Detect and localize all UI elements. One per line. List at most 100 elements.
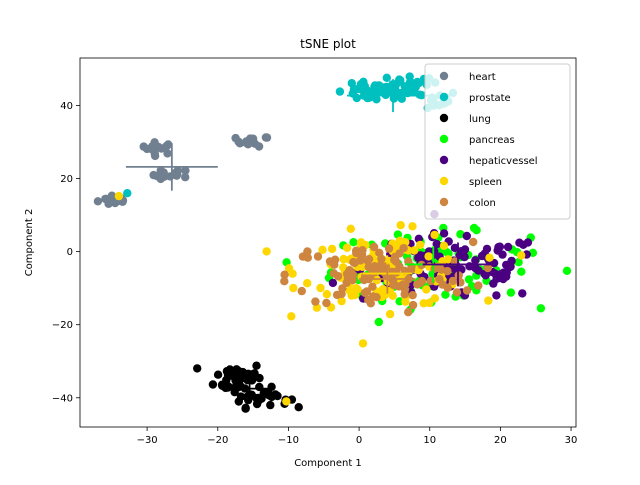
point-heart [93, 197, 103, 206]
point-colon [384, 244, 394, 253]
point-colon [332, 290, 342, 300]
point-hepaticvessel [432, 239, 441, 249]
point-hepaticvessel [471, 256, 480, 265]
point-spleen [339, 263, 348, 272]
y-tick-label: 20 [60, 174, 73, 185]
point-colon [330, 260, 339, 269]
point-lung [257, 394, 266, 403]
legend-marker-pancreas [439, 134, 449, 144]
legend-marker-heart [439, 71, 449, 81]
point-spleen [443, 255, 453, 264]
point-colon [413, 280, 422, 289]
x-tick-label: 0 [356, 435, 362, 446]
x-tick-label: 10 [423, 435, 436, 446]
point-pancreas [349, 238, 358, 247]
point-hepaticvessel [477, 251, 487, 261]
point-spleen [419, 299, 428, 308]
point-spleen [517, 251, 526, 260]
legend-label-heart: heart [469, 72, 496, 83]
point-spleen [316, 283, 325, 293]
point-heart [156, 166, 165, 175]
point-colon [443, 283, 452, 292]
point-lung [193, 364, 202, 373]
point-colon [303, 253, 312, 262]
y-tick-label: −40 [52, 393, 73, 404]
point-spleen [303, 279, 312, 288]
point-colon [338, 284, 347, 293]
point-spleen [484, 296, 493, 305]
point-spleen [284, 264, 294, 273]
point-colon [404, 308, 413, 317]
plot-frame [79, 57, 577, 428]
point-lung [234, 397, 243, 406]
point-heart [242, 137, 251, 146]
point-spleen [416, 240, 425, 250]
point-pancreas [464, 275, 474, 284]
point-spleen [262, 247, 271, 256]
legend: heart prostate lung pancreas hepaticvessel sp… [424, 63, 571, 220]
point-colon [377, 254, 386, 264]
point-lung [255, 373, 264, 383]
point-pancreas [506, 288, 516, 297]
errorbar-prostate [347, 79, 439, 113]
point-prostate [405, 78, 415, 87]
legend-marker-hepaticvessel [439, 155, 449, 165]
point-colon [391, 257, 401, 266]
point-heart [147, 144, 156, 154]
point-prostate [347, 79, 356, 88]
x-tick-label: 20 [494, 435, 507, 446]
point-pancreas [536, 304, 546, 313]
x-axis-label: Component 1 [294, 458, 362, 469]
point-hepaticvessel [430, 247, 439, 256]
legend-marker-colon [439, 197, 449, 207]
point-pancreas [442, 248, 452, 257]
point-pancreas [441, 290, 450, 299]
point-hepaticvessel [492, 291, 501, 300]
point-colon [368, 282, 377, 291]
point-spleen [356, 238, 366, 247]
point-lung [271, 390, 280, 399]
point-lung [294, 403, 303, 412]
errorbar-colon [359, 264, 416, 294]
point-spleen [408, 222, 417, 231]
point-spleen [327, 244, 337, 254]
point-colon [369, 242, 379, 252]
point-hepaticvessel [460, 252, 469, 262]
point-colon [348, 275, 357, 285]
point-lung [230, 388, 239, 397]
point-heart [139, 142, 148, 151]
point-pancreas [472, 226, 481, 235]
errorbar-lung [228, 377, 271, 400]
point-prostate [415, 90, 424, 99]
x-tick-label: −10 [278, 435, 299, 446]
errorbar-heart [125, 143, 218, 191]
point-colon [313, 252, 323, 261]
point-colon [345, 266, 354, 275]
x-tick-label: −20 [207, 435, 228, 446]
point-spleen [322, 290, 332, 299]
x-tick-label: 30 [565, 435, 578, 446]
legend-label-lung: lung [469, 114, 491, 125]
point-spleen [385, 309, 395, 319]
point-colon [450, 257, 459, 266]
legend-label-pancreas: pancreas [469, 135, 515, 146]
point-lung [208, 380, 218, 389]
point-spleen [342, 243, 352, 252]
point-pancreas [514, 258, 523, 267]
point-colon [364, 255, 374, 264]
point-spleen [401, 297, 410, 306]
point-heart [158, 173, 167, 182]
point-heart [231, 133, 240, 143]
point-heart [250, 139, 260, 148]
point-prostate [393, 79, 402, 88]
point-spleen [388, 291, 397, 300]
point-colon [350, 258, 359, 267]
point-lung [252, 361, 261, 370]
point-lung [235, 381, 244, 390]
point-colon [406, 265, 416, 274]
y-tick-label: 40 [60, 101, 73, 112]
point-spleen [439, 241, 449, 250]
point-hepaticvessel [503, 242, 513, 252]
point-colon [474, 281, 483, 290]
point-hepaticvessel [498, 250, 507, 259]
